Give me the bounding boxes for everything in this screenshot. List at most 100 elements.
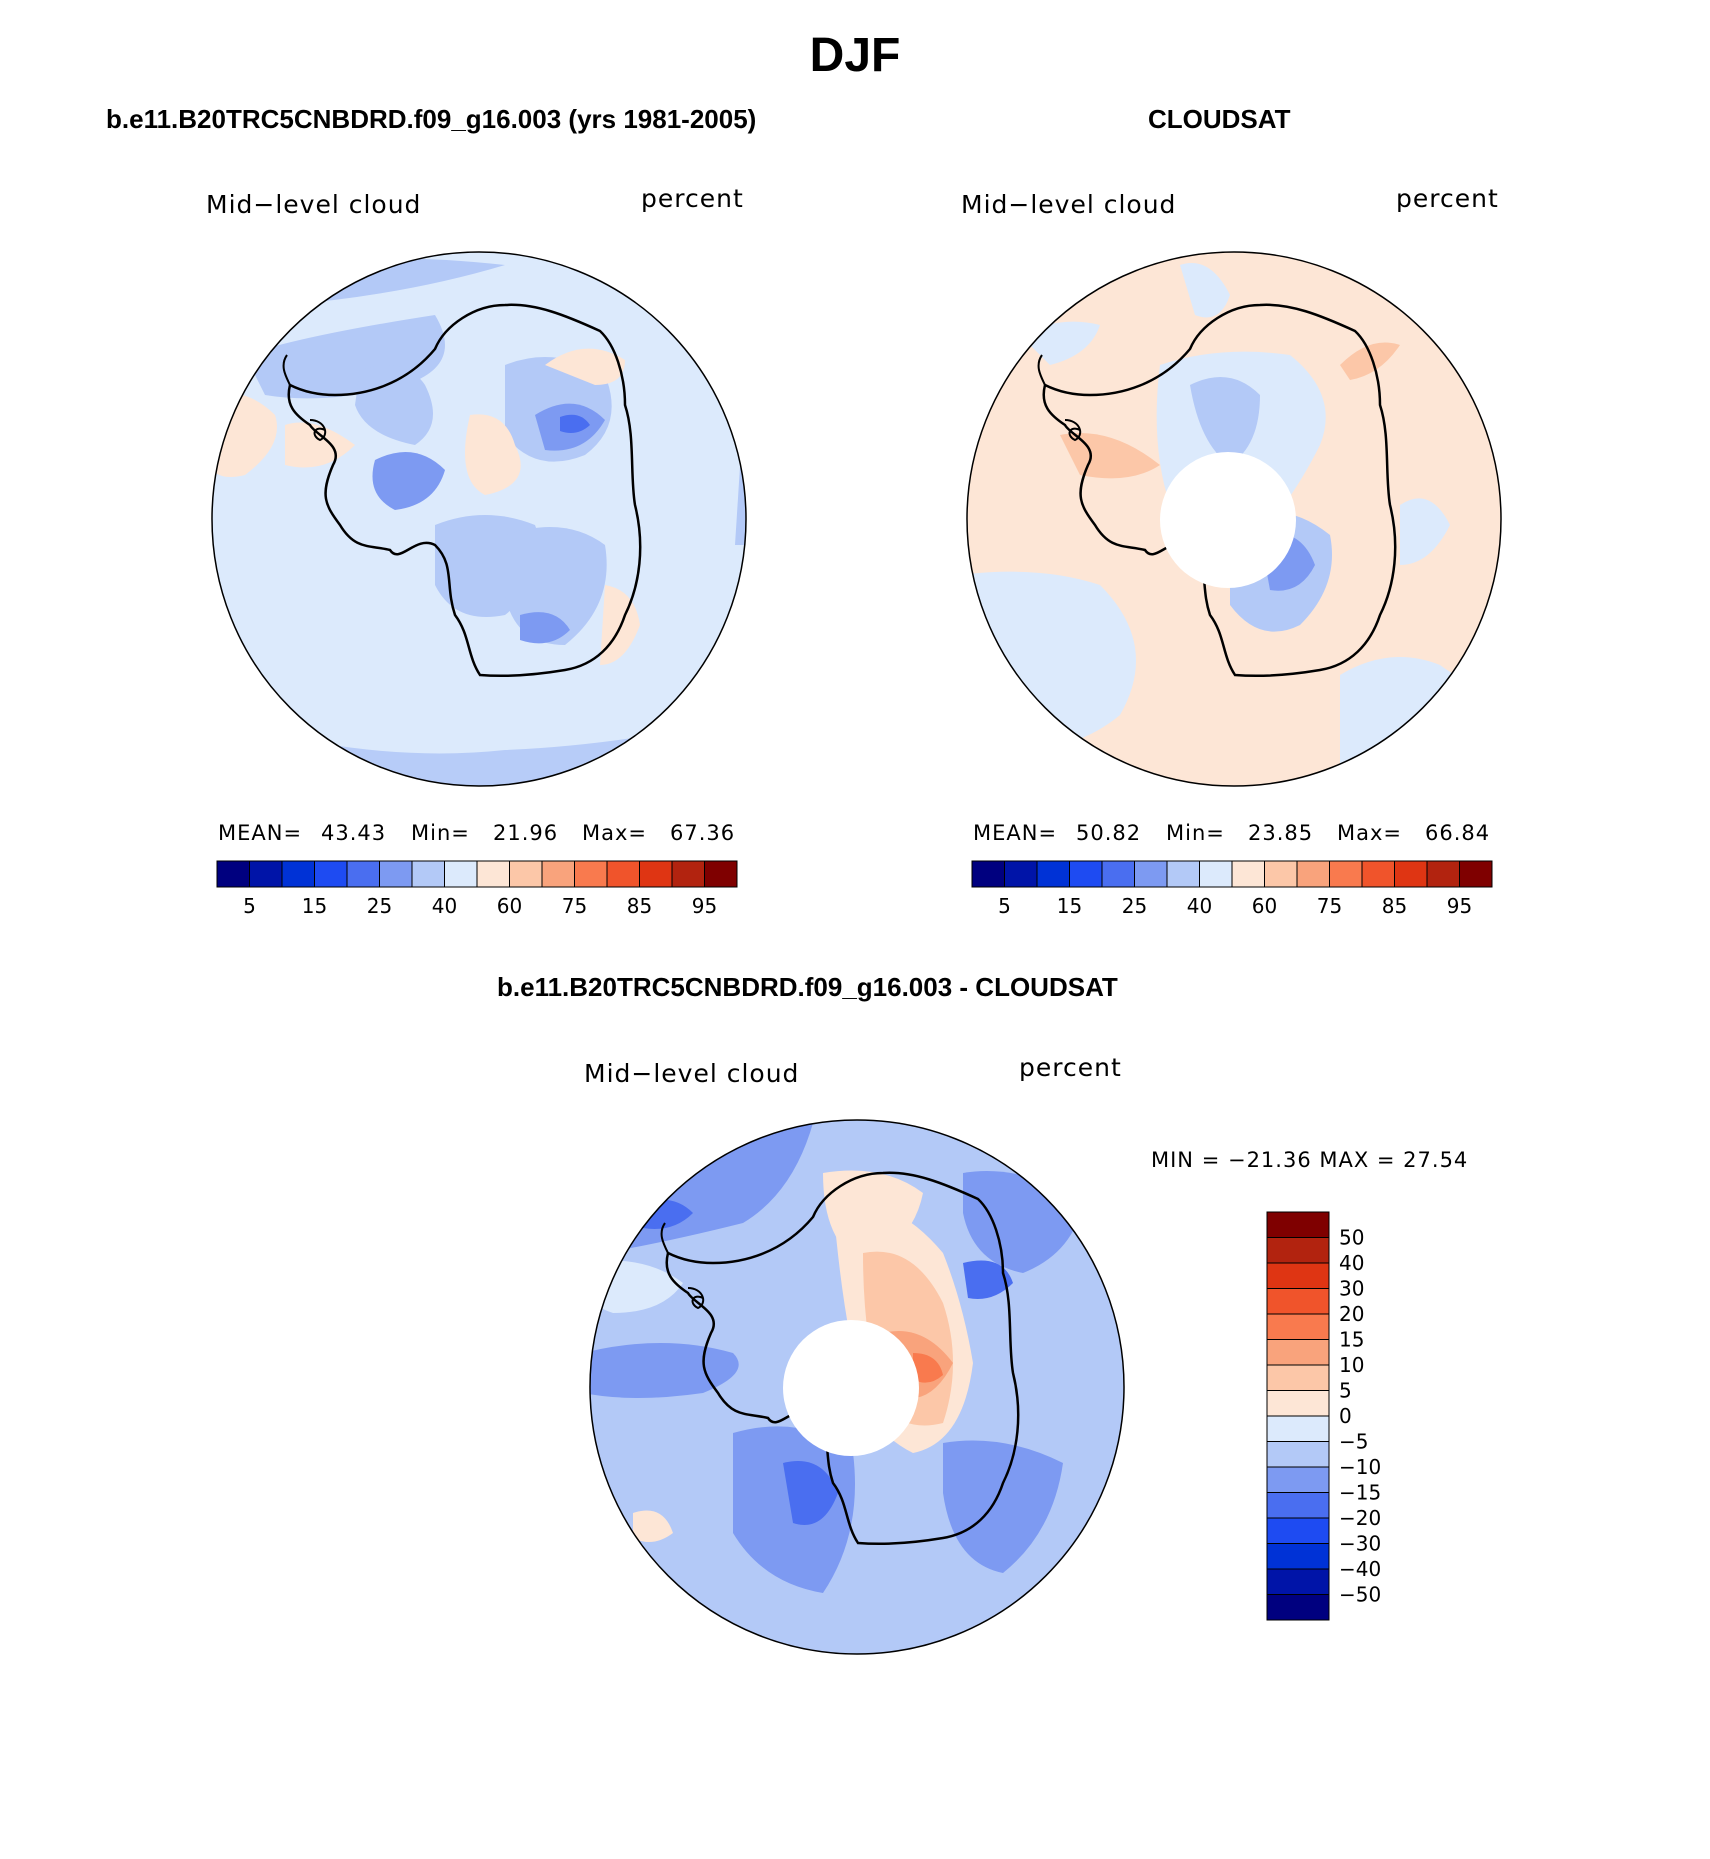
panel1-coastline	[287, 303, 642, 677]
panel2-colorbar-box	[1394, 860, 1428, 888]
panel3-units-label: percent	[1019, 1053, 1122, 1082]
figure-title: DJF	[809, 29, 901, 82]
panel2-colorbar-tick-label: 60	[1252, 894, 1277, 918]
panel3-colorbar-box	[1266, 1594, 1330, 1621]
panel1-contour-interior-warm	[465, 414, 521, 495]
panel1-colorbar-box	[574, 860, 608, 888]
panel3-map	[589, 1119, 1125, 1655]
panel3-colorbar-tick-label: 50	[1339, 1226, 1364, 1250]
panel3-variable-label: Mid−level cloud	[584, 1059, 800, 1088]
panel2-colorbar: 5 15 25 40 60 75 85 95	[971, 860, 1493, 918]
panel2-colorbar-box	[971, 860, 1005, 888]
panel2-colorbar-box	[1134, 860, 1168, 888]
panel2-coastline	[1042, 303, 1397, 677]
panel3-colorbar-box	[1266, 1211, 1330, 1238]
panel3-contour-eais-max	[913, 1353, 943, 1383]
panel3-contour-s-core	[783, 1461, 838, 1525]
panel2-min-value: 23.85	[1248, 821, 1314, 845]
panel3-colorbar-box	[1266, 1441, 1330, 1468]
panel3-colorbar-tick-label: −20	[1339, 1506, 1381, 1530]
panel3-colorbar-box	[1266, 1364, 1330, 1391]
panel1-colorbar-box	[379, 860, 413, 888]
panel1-colorbar-tick-label: 5	[243, 894, 256, 918]
panel1-mean-value: 43.43	[321, 821, 387, 845]
panel2-colorbar-tick-label: 40	[1187, 894, 1212, 918]
panel3-title: b.e11.B20TRC5CNBDRD.f09_g16.003 - CLOUDS…	[497, 972, 1118, 1002]
panel3-colorbar-tick-label: −50	[1339, 1583, 1381, 1607]
panel2-colorbar-box	[1199, 860, 1233, 888]
panel1-colorbar-tick-label: 85	[627, 894, 652, 918]
panel2-contour-n	[1180, 263, 1230, 318]
panel1-max-value: 67.36	[670, 821, 736, 845]
panel3-colorbar-tick-label: 5	[1339, 1379, 1352, 1403]
panel1-colorbar-box	[541, 860, 575, 888]
panel1-colorbar: 5 15 25 40 60 75 85 95	[216, 860, 738, 918]
panel2-colorbar-box	[1264, 860, 1298, 888]
panel3-contour-e-low	[963, 1260, 1013, 1299]
panel1-mean-label: MEAN=	[218, 821, 303, 845]
panel2-colorbar-tick-label: 5	[998, 894, 1011, 918]
panel1-colorbar-box	[639, 860, 673, 888]
panel1-colorbar-box	[411, 860, 445, 888]
panel2-map-border	[966, 251, 1502, 787]
panel1-colorbar-box	[606, 860, 640, 888]
panel2-mean-value: 50.82	[1076, 821, 1142, 845]
panel2-colorbar-box	[1101, 860, 1135, 888]
panel2-mean-label: MEAN=	[973, 821, 1058, 845]
panel1-colorbar-box	[476, 860, 510, 888]
panel3-colorbar-tick-label: 15	[1339, 1328, 1364, 1352]
panel2-variable-label: Mid−level cloud	[961, 190, 1177, 219]
panel3-coastline	[665, 1171, 1020, 1545]
panel2-colorbar-tick-label: 25	[1122, 894, 1147, 918]
panel1-colorbar-tick-label: 60	[497, 894, 522, 918]
panel1-colorbar-box	[216, 860, 250, 888]
panel1-colorbar-box	[314, 860, 348, 888]
panel3-min-max-text: MIN = −21.36 MAX = 27.54	[1151, 1148, 1469, 1172]
panel3-peninsula-outline	[660, 1222, 705, 1310]
panel1-colorbar-box	[671, 860, 705, 888]
panel3-contour-sw-warm	[633, 1510, 673, 1542]
panel2-colorbar-box	[1361, 860, 1395, 888]
panel1-contour-east-low	[520, 612, 570, 644]
panel3-colorbar-tick-label: −30	[1339, 1532, 1381, 1556]
panel1-variable-label: Mid−level cloud	[206, 190, 422, 219]
panel3-colorbar-box	[1266, 1390, 1330, 1417]
panel2-colorbar-tick-label: 15	[1057, 894, 1082, 918]
panel1-colorbar-tick-label: 40	[432, 894, 457, 918]
panel2-colorbar-box	[1231, 860, 1265, 888]
panel2-contour-se	[1340, 657, 1501, 786]
panel3-colorbar-tick-label: 0	[1339, 1404, 1352, 1428]
panel3-colorbar-box	[1266, 1492, 1330, 1519]
panel1-max-label: Max=	[582, 821, 648, 845]
panel2-peninsula-outline	[1037, 354, 1082, 442]
panel1-min-value: 21.96	[493, 821, 559, 845]
panel1-colorbar-tick-label: 15	[302, 894, 327, 918]
panel3-colorbar-box	[1266, 1517, 1330, 1544]
panel3-colorbar-tick-label: 20	[1339, 1302, 1364, 1326]
panel1-colorbar-tick-label: 25	[367, 894, 392, 918]
panel2-contour-interior-low	[1190, 377, 1260, 465]
panel1-colorbar-box	[346, 860, 380, 888]
panel3-colorbar-tick-label: −40	[1339, 1557, 1381, 1581]
panel2-contour-e	[1400, 498, 1450, 565]
panel2-max-label: Max=	[1337, 821, 1403, 845]
panel2-colorbar-box	[1426, 860, 1460, 888]
panel3-colorbar-box	[1266, 1339, 1330, 1366]
panel3-contour-w	[590, 1343, 739, 1398]
panel1-min-label: Min=	[411, 821, 470, 845]
panel1-colorbar-box	[281, 860, 315, 888]
panel1-contour-eais-min	[560, 414, 590, 433]
panel2-map	[966, 251, 1502, 787]
panel2-contour-ne-warm	[1340, 342, 1400, 380]
panel2-colorbar-tick-label: 85	[1382, 894, 1407, 918]
panel2-colorbar-box	[1036, 860, 1070, 888]
panel3-colorbar-tick-label: 30	[1339, 1277, 1364, 1301]
panel3-missing-data-hole	[783, 1320, 919, 1456]
panel2-colorbar-tick-label: 95	[1447, 894, 1472, 918]
panel1-colorbar-box	[704, 860, 738, 888]
panel3-colorbar-tick-label: 10	[1339, 1353, 1364, 1377]
panel1-peninsula-outline	[282, 354, 327, 442]
panel1-title: b.e11.B20TRC5CNBDRD.f09_g16.003 (yrs 198…	[106, 104, 757, 134]
panel1-contour-north-warm	[545, 348, 625, 385]
